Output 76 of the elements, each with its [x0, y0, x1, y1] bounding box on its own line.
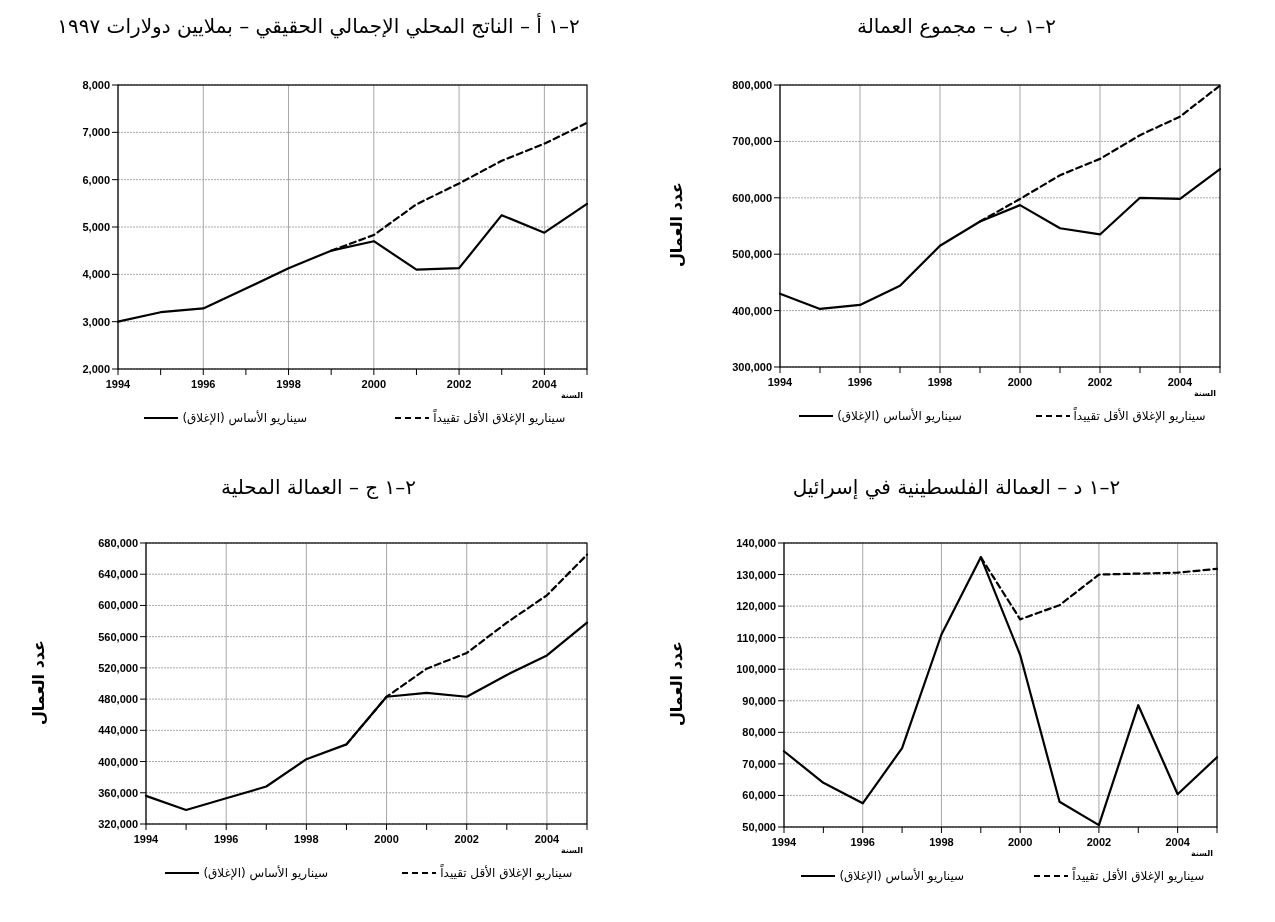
y-tick-label: 560,000	[98, 630, 138, 643]
y-tick-label: 110,000	[736, 631, 776, 644]
y-tick-label: 500,000	[732, 248, 772, 261]
y-tick-label: 2,000	[82, 363, 110, 375]
x-tick-label: 1994	[767, 376, 794, 388]
x-tick-label: 2000	[361, 378, 387, 390]
x-tick-label: 1994	[133, 833, 160, 845]
x-tick-label: 1994	[771, 836, 798, 848]
y-tick-label: 300,000	[732, 361, 772, 373]
y-axis-title: عدد العمال	[28, 638, 48, 727]
legend-label: سيناريو الأساس (الإغلاق)	[839, 869, 965, 883]
x-tick-label: 1996	[847, 376, 873, 388]
y-tick-label: 800,000	[732, 79, 772, 91]
x-tick-label: 1996	[213, 833, 239, 845]
legend-label: سيناريو الأساس (الإغلاق)	[203, 866, 329, 880]
x-tick-label: 1998	[276, 378, 301, 390]
chart-title: ٢–١ ج – العمالة المحلية	[219, 475, 418, 499]
y-tick-label: 80,000	[742, 726, 776, 739]
chart-title: ٢–١ د – العمالة الفلسطينية في إسرائيل	[791, 475, 1122, 499]
y-tick-label: 70,000	[742, 757, 776, 770]
y-tick-label: 100,000	[736, 663, 776, 676]
x-tick-label: 2004	[1167, 376, 1194, 388]
x-tick-label: 1998	[294, 833, 319, 845]
x-tick-label: 2002	[1086, 836, 1112, 848]
x-tick-label: 2004	[532, 378, 558, 390]
y-tick-label: 700,000	[732, 135, 772, 148]
y-tick-label: 680,000	[98, 537, 138, 549]
y-tick-label: 480,000	[98, 693, 138, 706]
x-tick-label: 1994	[105, 378, 132, 390]
x-tick-label: 2000	[1007, 376, 1033, 388]
y-tick-label: 140,000	[736, 537, 776, 549]
x-tick-label: 2004	[534, 833, 561, 845]
legend-label: سيناريو الإغلاق الأقل تقييداً	[440, 866, 573, 880]
y-tick-label: 400,000	[732, 304, 772, 317]
y-tick-label: 3,000	[82, 315, 110, 328]
y-tick-label: 7,000	[82, 126, 110, 139]
x-tick-label: 2000	[374, 833, 399, 845]
y-tick-label: 320,000	[98, 818, 138, 830]
y-tick-label: 130,000	[736, 568, 776, 581]
y-tick-label: 6,000	[82, 173, 110, 186]
y-tick-label: 120,000	[736, 600, 776, 613]
y-tick-label: 600,000	[98, 599, 138, 612]
x-axis-title: السنة	[1190, 849, 1214, 858]
x-tick-label: 1998	[927, 376, 953, 388]
x-tick-label: 1996	[850, 836, 875, 848]
x-tick-label: 1996	[191, 378, 216, 390]
x-tick-label: 2004	[1165, 836, 1191, 848]
x-tick-label: 2002	[446, 378, 472, 390]
y-axis-title: عدد العمال	[666, 639, 686, 729]
x-tick-label: 2002	[1087, 376, 1113, 388]
chart-title: ٢–١ أ – الناتج المحلي الإجمالي الحقيقي – بملايين دولارات ١٩٩٧	[56, 14, 581, 38]
y-tick-label: 5,000	[82, 221, 110, 233]
y-tick-label: 440,000	[98, 724, 138, 737]
legend-label: سيناريو الأساس (الإغلاق)	[182, 411, 308, 425]
x-tick-label: 1998	[929, 836, 954, 848]
y-tick-label: 8,000	[82, 79, 110, 91]
y-tick-label: 360,000	[98, 786, 138, 799]
y-tick-label: 400,000	[98, 755, 138, 768]
y-tick-label: 50,000	[742, 821, 776, 833]
legend-label: سيناريو الإغلاق الأقل تقييداً	[1072, 869, 1205, 883]
x-axis-title: السنة	[1193, 389, 1217, 398]
y-tick-label: 4,000	[82, 268, 110, 281]
legend-label: سيناريو الإغلاق الأقل تقييداً	[1073, 409, 1206, 423]
x-axis-title: السنة	[560, 846, 584, 855]
chart-title: ٢–١ ب – مجموع العمالة	[856, 14, 1057, 38]
y-tick-label: 90,000	[742, 694, 776, 707]
y-tick-label: 60,000	[742, 789, 776, 802]
y-tick-label: 520,000	[98, 661, 138, 674]
x-tick-label: 2000	[1007, 836, 1033, 848]
x-tick-label: 2002	[454, 833, 479, 845]
x-axis-title: السنة	[560, 391, 584, 400]
y-axis-title: عدد العمال	[666, 180, 686, 270]
legend-label: سيناريو الأساس (الإغلاق)	[837, 409, 962, 423]
legend-label: سيناريو الإغلاق الأقل تقييداً	[433, 411, 566, 425]
y-tick-label: 600,000	[732, 191, 772, 204]
y-tick-label: 640,000	[98, 568, 138, 581]
